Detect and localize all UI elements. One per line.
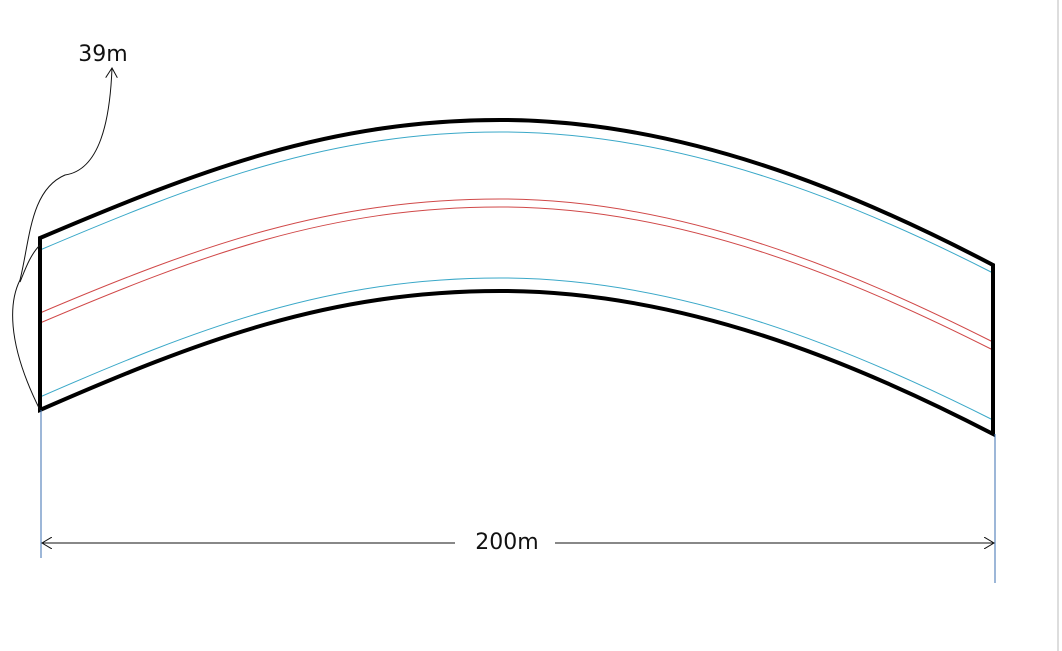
- height-leader: [19, 244, 41, 283]
- edge-line-top: [39, 131, 994, 274]
- height-label: 39m: [78, 42, 127, 67]
- center-line: [39, 198, 994, 343]
- road-outline: [38, 117, 995, 438]
- center-line: [39, 206, 994, 351]
- width-label: 200m: [475, 530, 538, 555]
- edge-line-bottom: [39, 277, 994, 421]
- height-leader: [12, 68, 112, 411]
